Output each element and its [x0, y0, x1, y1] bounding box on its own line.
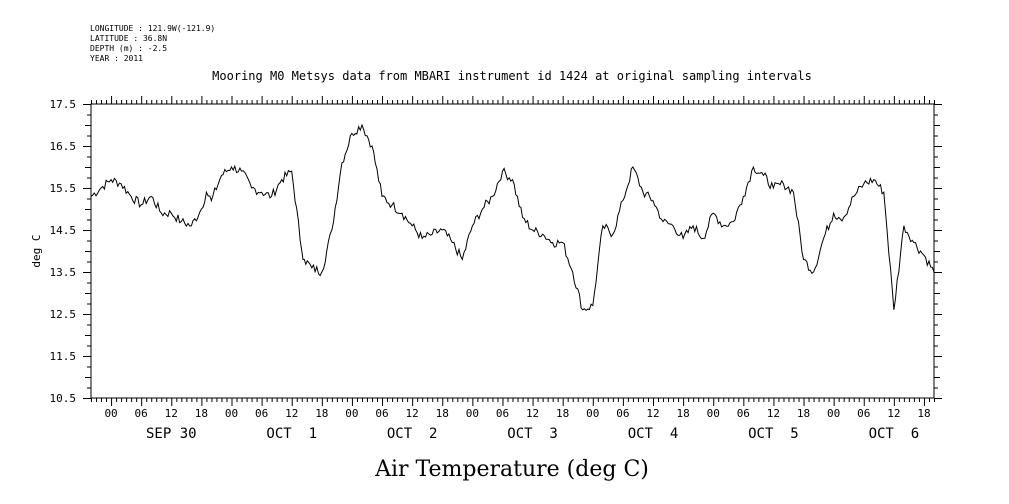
day-labels: SEP 30 OCT 1 OCT 2 OCT 3 OCT 4 OCT 5 OCT 6: [146, 426, 919, 442]
x-tick-labels: 00 06 12 18 00 06 12 18 00 06 12 18 00 06 12 18 00 06 12 18…: [104, 407, 930, 420]
x-tick-label: 12: [406, 407, 419, 420]
y-tick-labels: 10.5 11.5 12.5 13.5 14.5 15.5 16.5 17.5: [50, 98, 77, 405]
x-axis-title: Air Temperature (deg C): [374, 457, 649, 482]
x-tick-label: 00: [345, 407, 358, 420]
latitude-label: LATITUDE : 36.8N: [90, 34, 167, 43]
x-tick-label: 12: [767, 407, 780, 420]
day-label: OCT 3: [507, 426, 558, 442]
x-tick-label: 12: [526, 407, 539, 420]
x-tick-label: 18: [436, 407, 449, 420]
x-tick-label: 00: [586, 407, 599, 420]
series-line: [90, 123, 935, 312]
x-tick-label: 18: [315, 407, 328, 420]
y-tick-label: 11.5: [50, 350, 77, 363]
x-tick-label: 00: [707, 407, 720, 420]
x-tick-label: 06: [496, 407, 509, 420]
chart-title: Mooring M0 Metsys data from MBARI instru…: [212, 69, 812, 83]
day-label: OCT 4: [628, 426, 679, 442]
y-tick-label: 17.5: [50, 98, 77, 111]
day-label: SEP 30: [146, 426, 197, 442]
x-tick-label: 12: [165, 407, 178, 420]
x-tick-label: 00: [466, 407, 479, 420]
year-label: YEAR : 2011: [90, 54, 143, 63]
x-tick-label: 00: [225, 407, 238, 420]
x-tick-label: 06: [255, 407, 268, 420]
x-tick-label: 06: [135, 407, 148, 420]
x-tick-label: 12: [646, 407, 659, 420]
y-tick-label: 12.5: [50, 308, 77, 321]
day-label: OCT 5: [748, 426, 799, 442]
day-label: OCT 6: [869, 426, 920, 442]
y-axis-label: deg C: [30, 234, 43, 267]
day-label: OCT 1: [266, 426, 317, 442]
x-tick-label: 06: [616, 407, 629, 420]
x-tick-label: 18: [556, 407, 569, 420]
x-tick-label: 00: [104, 407, 117, 420]
y-tick-label: 15.5: [50, 182, 77, 195]
x-tick-label: 06: [857, 407, 870, 420]
x-tick-label: 18: [195, 407, 208, 420]
x-tick-label: 12: [887, 407, 900, 420]
x-tick-label: 06: [375, 407, 388, 420]
x-tick-label: 18: [797, 407, 810, 420]
plot-frame: [90, 103, 935, 399]
x-tick-label: 18: [676, 407, 689, 420]
x-tick-label: 00: [827, 407, 840, 420]
x-tick-label: 18: [917, 407, 930, 420]
axis-ticks: [83, 96, 942, 406]
longitude-label: LONGITUDE : 121.9W(-121.9): [90, 24, 215, 33]
y-tick-label: 13.5: [50, 266, 77, 279]
day-label: OCT 2: [387, 426, 438, 442]
y-tick-label: 14.5: [50, 224, 77, 237]
depth-label: DEPTH (m) : -2.5: [90, 44, 167, 53]
x-tick-label: 06: [737, 407, 750, 420]
x-tick-label: 12: [285, 407, 298, 420]
y-tick-label: 16.5: [50, 140, 77, 153]
y-tick-label: 10.5: [50, 392, 77, 405]
